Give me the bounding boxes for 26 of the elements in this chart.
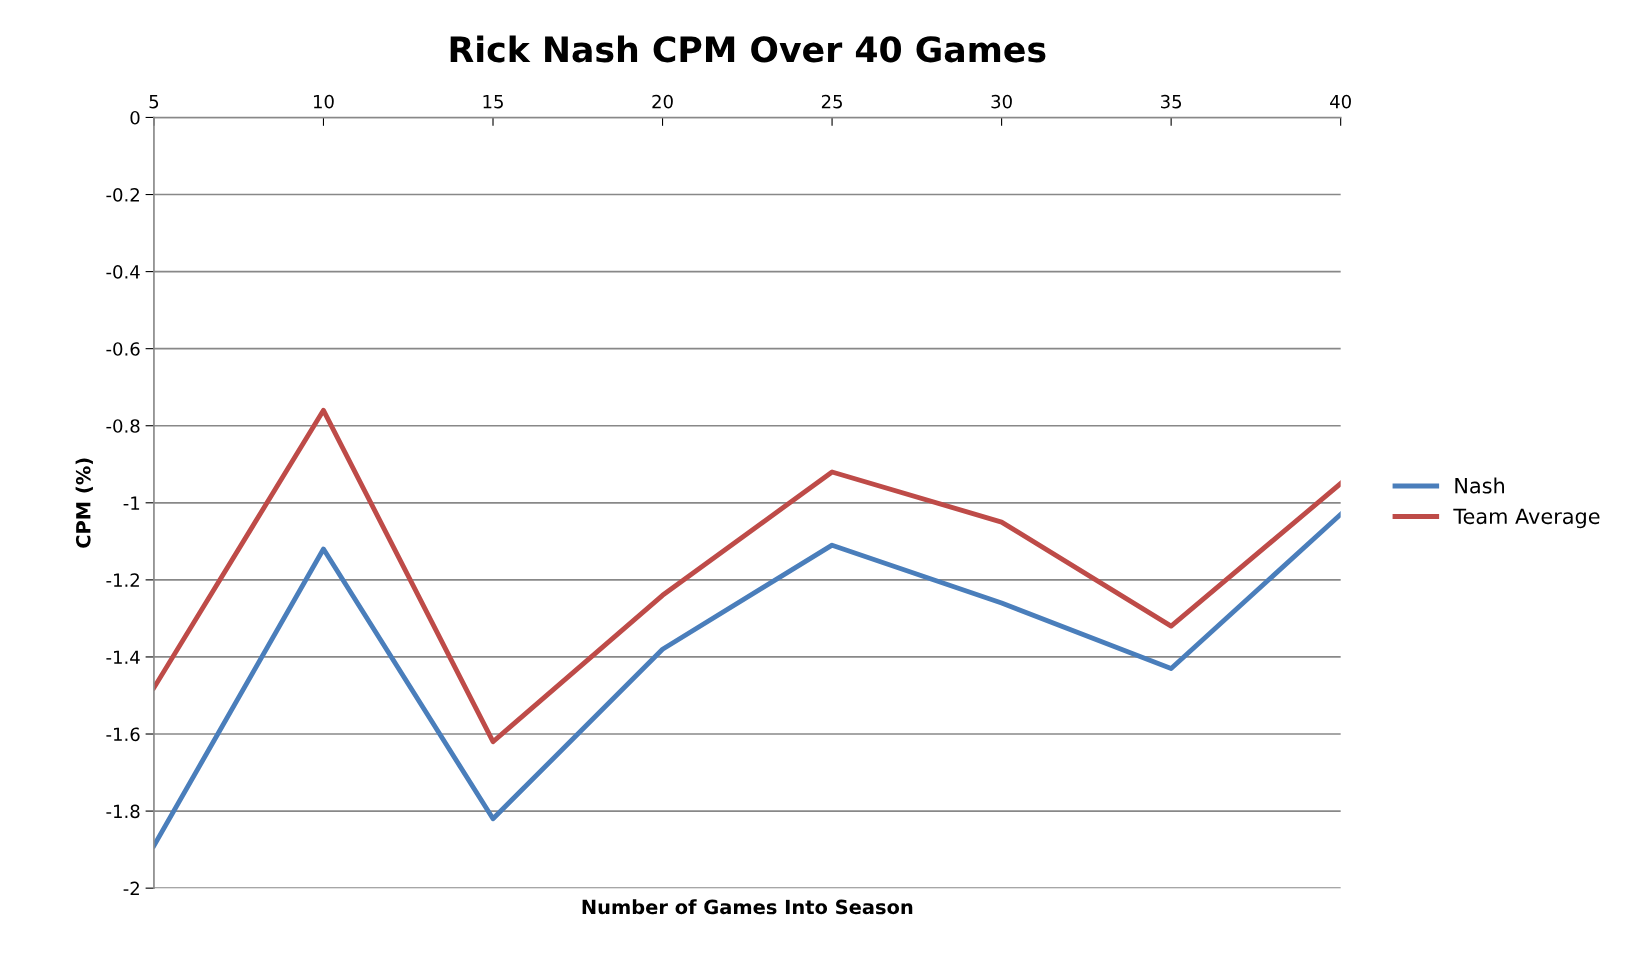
y-tick-label: -1 [123, 496, 140, 510]
y-tick-label: -0.2 [106, 187, 139, 202]
legend-label: Team Average [1453, 508, 1600, 529]
y-tick-label: -1.2 [106, 573, 139, 587]
legend-label: Nash [1455, 477, 1504, 494]
x-tick-label: 25 [821, 94, 842, 109]
y-axis-title: CPM (%) [75, 458, 93, 548]
y-tick-label: -0.8 [106, 419, 140, 433]
y-tick-label: -1.4 [106, 650, 140, 664]
y-tick-label: -0.6 [106, 342, 140, 356]
line-series [153, 511, 1341, 849]
x-tick-label: 10 [313, 94, 334, 109]
y-tick-label: -2 [123, 881, 139, 896]
y-tick-label: -0.4 [106, 265, 140, 279]
x-axis-title: Number of Games Into Season [582, 899, 913, 915]
y-tick-label: -1.6 [106, 727, 140, 742]
x-tick-label: 35 [1161, 94, 1182, 109]
x-tick-label: 30 [991, 94, 1012, 109]
x-tick-label: 40 [1330, 94, 1351, 109]
x-tick-label: 20 [652, 94, 673, 109]
y-tick-label: -1.8 [106, 804, 140, 819]
chart-title: Rick Nash CPM Over 40 Games [450, 35, 1046, 63]
x-tick-label: 15 [483, 94, 503, 109]
y-tick-label: 0 [130, 110, 140, 125]
x-tick-label: 5 [149, 94, 159, 109]
line-series [153, 407, 1341, 745]
